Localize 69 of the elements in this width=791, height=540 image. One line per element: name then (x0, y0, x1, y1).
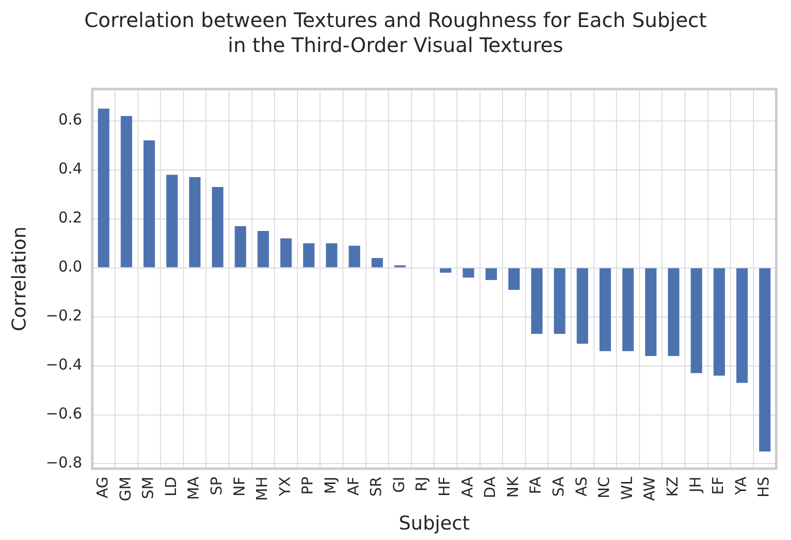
y-tick-label: −0.4 (46, 356, 82, 374)
bar (576, 268, 588, 344)
y-tick-label: −0.2 (46, 306, 82, 325)
x-tick-label: KZ (664, 476, 682, 497)
bar (714, 268, 725, 376)
x-tick-label: GM (116, 476, 134, 502)
x-tick-label: HS (754, 476, 773, 498)
x-tick-label: AW (640, 476, 659, 501)
y-tick-label: 0.6 (58, 110, 82, 129)
bar (98, 108, 110, 268)
x-tick-label: JH (686, 476, 704, 494)
bar (531, 268, 543, 334)
x-tick-label: NF (230, 476, 248, 496)
bar (326, 243, 338, 268)
bar (258, 231, 269, 268)
bar (736, 268, 748, 383)
x-tick-label: MH (253, 476, 272, 501)
bar (120, 116, 132, 268)
bar (690, 268, 702, 374)
x-tick-label: HF (436, 476, 454, 497)
bar (759, 268, 771, 452)
bar (166, 174, 178, 268)
bar (189, 177, 201, 268)
x-tick-label: YX (276, 476, 294, 498)
x-tick-label: AG (94, 476, 112, 498)
x-tick-label: SA (550, 476, 568, 497)
x-tick-label: SM (139, 476, 158, 500)
y-axis-title: Correlation (8, 226, 30, 332)
y-tick-label: −0.8 (46, 454, 82, 472)
bar (348, 246, 360, 268)
x-tick-label: SP (208, 476, 226, 496)
x-tick-label: SR (367, 476, 386, 497)
bar (645, 268, 657, 356)
x-tick-label: LD (162, 476, 180, 497)
bar (212, 186, 224, 268)
x-tick-label: WL (618, 476, 636, 500)
chart-title: Correlation between Textures and Roughness for Each Subject in the Third-Order Visual Textures (83, 8, 708, 58)
x-tick-label: AS (572, 476, 590, 496)
bar (508, 268, 520, 290)
x-tick-label: RJ (412, 476, 431, 492)
x-tick-label: AA (458, 476, 476, 498)
bar (668, 268, 680, 356)
y-tick-label: −0.6 (46, 404, 82, 423)
bar (554, 268, 566, 334)
x-tick-label: FA (526, 476, 545, 494)
x-axis-title: Subject (398, 512, 470, 535)
bar (622, 268, 634, 352)
y-tick-label: 0.2 (58, 208, 82, 227)
bar (440, 268, 452, 273)
x-tick-label: GI (390, 476, 408, 493)
x-tick-label: NK (504, 475, 522, 498)
bar (234, 226, 246, 268)
x-tick-label: MJ (322, 476, 340, 494)
bar (303, 243, 315, 268)
x-tick-label: DA (481, 476, 500, 498)
bar (144, 140, 155, 268)
x-tick-label: AF (344, 476, 362, 496)
y-tick-label: 0.0 (58, 258, 82, 276)
x-tick-label: EF (709, 476, 728, 495)
x-tick-label: PP (298, 476, 317, 495)
x-tick-label: MA (184, 476, 203, 500)
bar (486, 268, 497, 280)
bar (280, 238, 292, 268)
x-tick-label: YA (732, 476, 750, 496)
x-tick-label: NC (595, 476, 614, 498)
bar (600, 268, 611, 352)
bar (372, 258, 383, 268)
y-tick-label: 0.4 (58, 160, 82, 178)
bar (462, 268, 474, 278)
